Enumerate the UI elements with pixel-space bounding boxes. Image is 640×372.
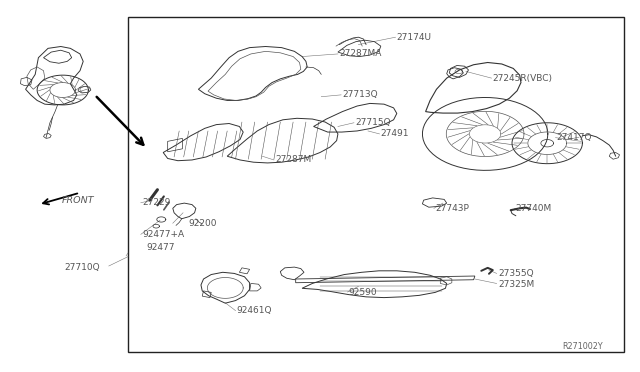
Text: 92200: 92200 xyxy=(188,219,217,228)
Text: 92477: 92477 xyxy=(146,243,175,252)
Text: 27715Q: 27715Q xyxy=(355,118,391,127)
Text: 27491: 27491 xyxy=(381,129,410,138)
Text: 27287M: 27287M xyxy=(275,155,312,164)
Text: 27245R(VBC): 27245R(VBC) xyxy=(493,74,553,83)
Text: 27713Q: 27713Q xyxy=(342,90,378,99)
Text: 27710Q: 27710Q xyxy=(64,263,100,272)
Text: 27743P: 27743P xyxy=(435,204,469,213)
Text: 92590: 92590 xyxy=(349,288,378,296)
Text: FRONT: FRONT xyxy=(62,196,95,205)
Text: 27740M: 27740M xyxy=(515,204,552,213)
Text: 27417Q: 27417Q xyxy=(557,133,592,142)
Text: 27325M: 27325M xyxy=(498,280,534,289)
Text: 27229: 27229 xyxy=(142,198,170,207)
Text: R271002Y: R271002Y xyxy=(562,342,602,351)
Text: 92461Q: 92461Q xyxy=(237,306,272,315)
Bar xyxy=(128,17,624,352)
Text: 27174U: 27174U xyxy=(397,33,432,42)
Text: 27287MA: 27287MA xyxy=(339,49,381,58)
Text: 27355Q: 27355Q xyxy=(498,269,534,278)
Text: 92477+A: 92477+A xyxy=(142,230,184,239)
